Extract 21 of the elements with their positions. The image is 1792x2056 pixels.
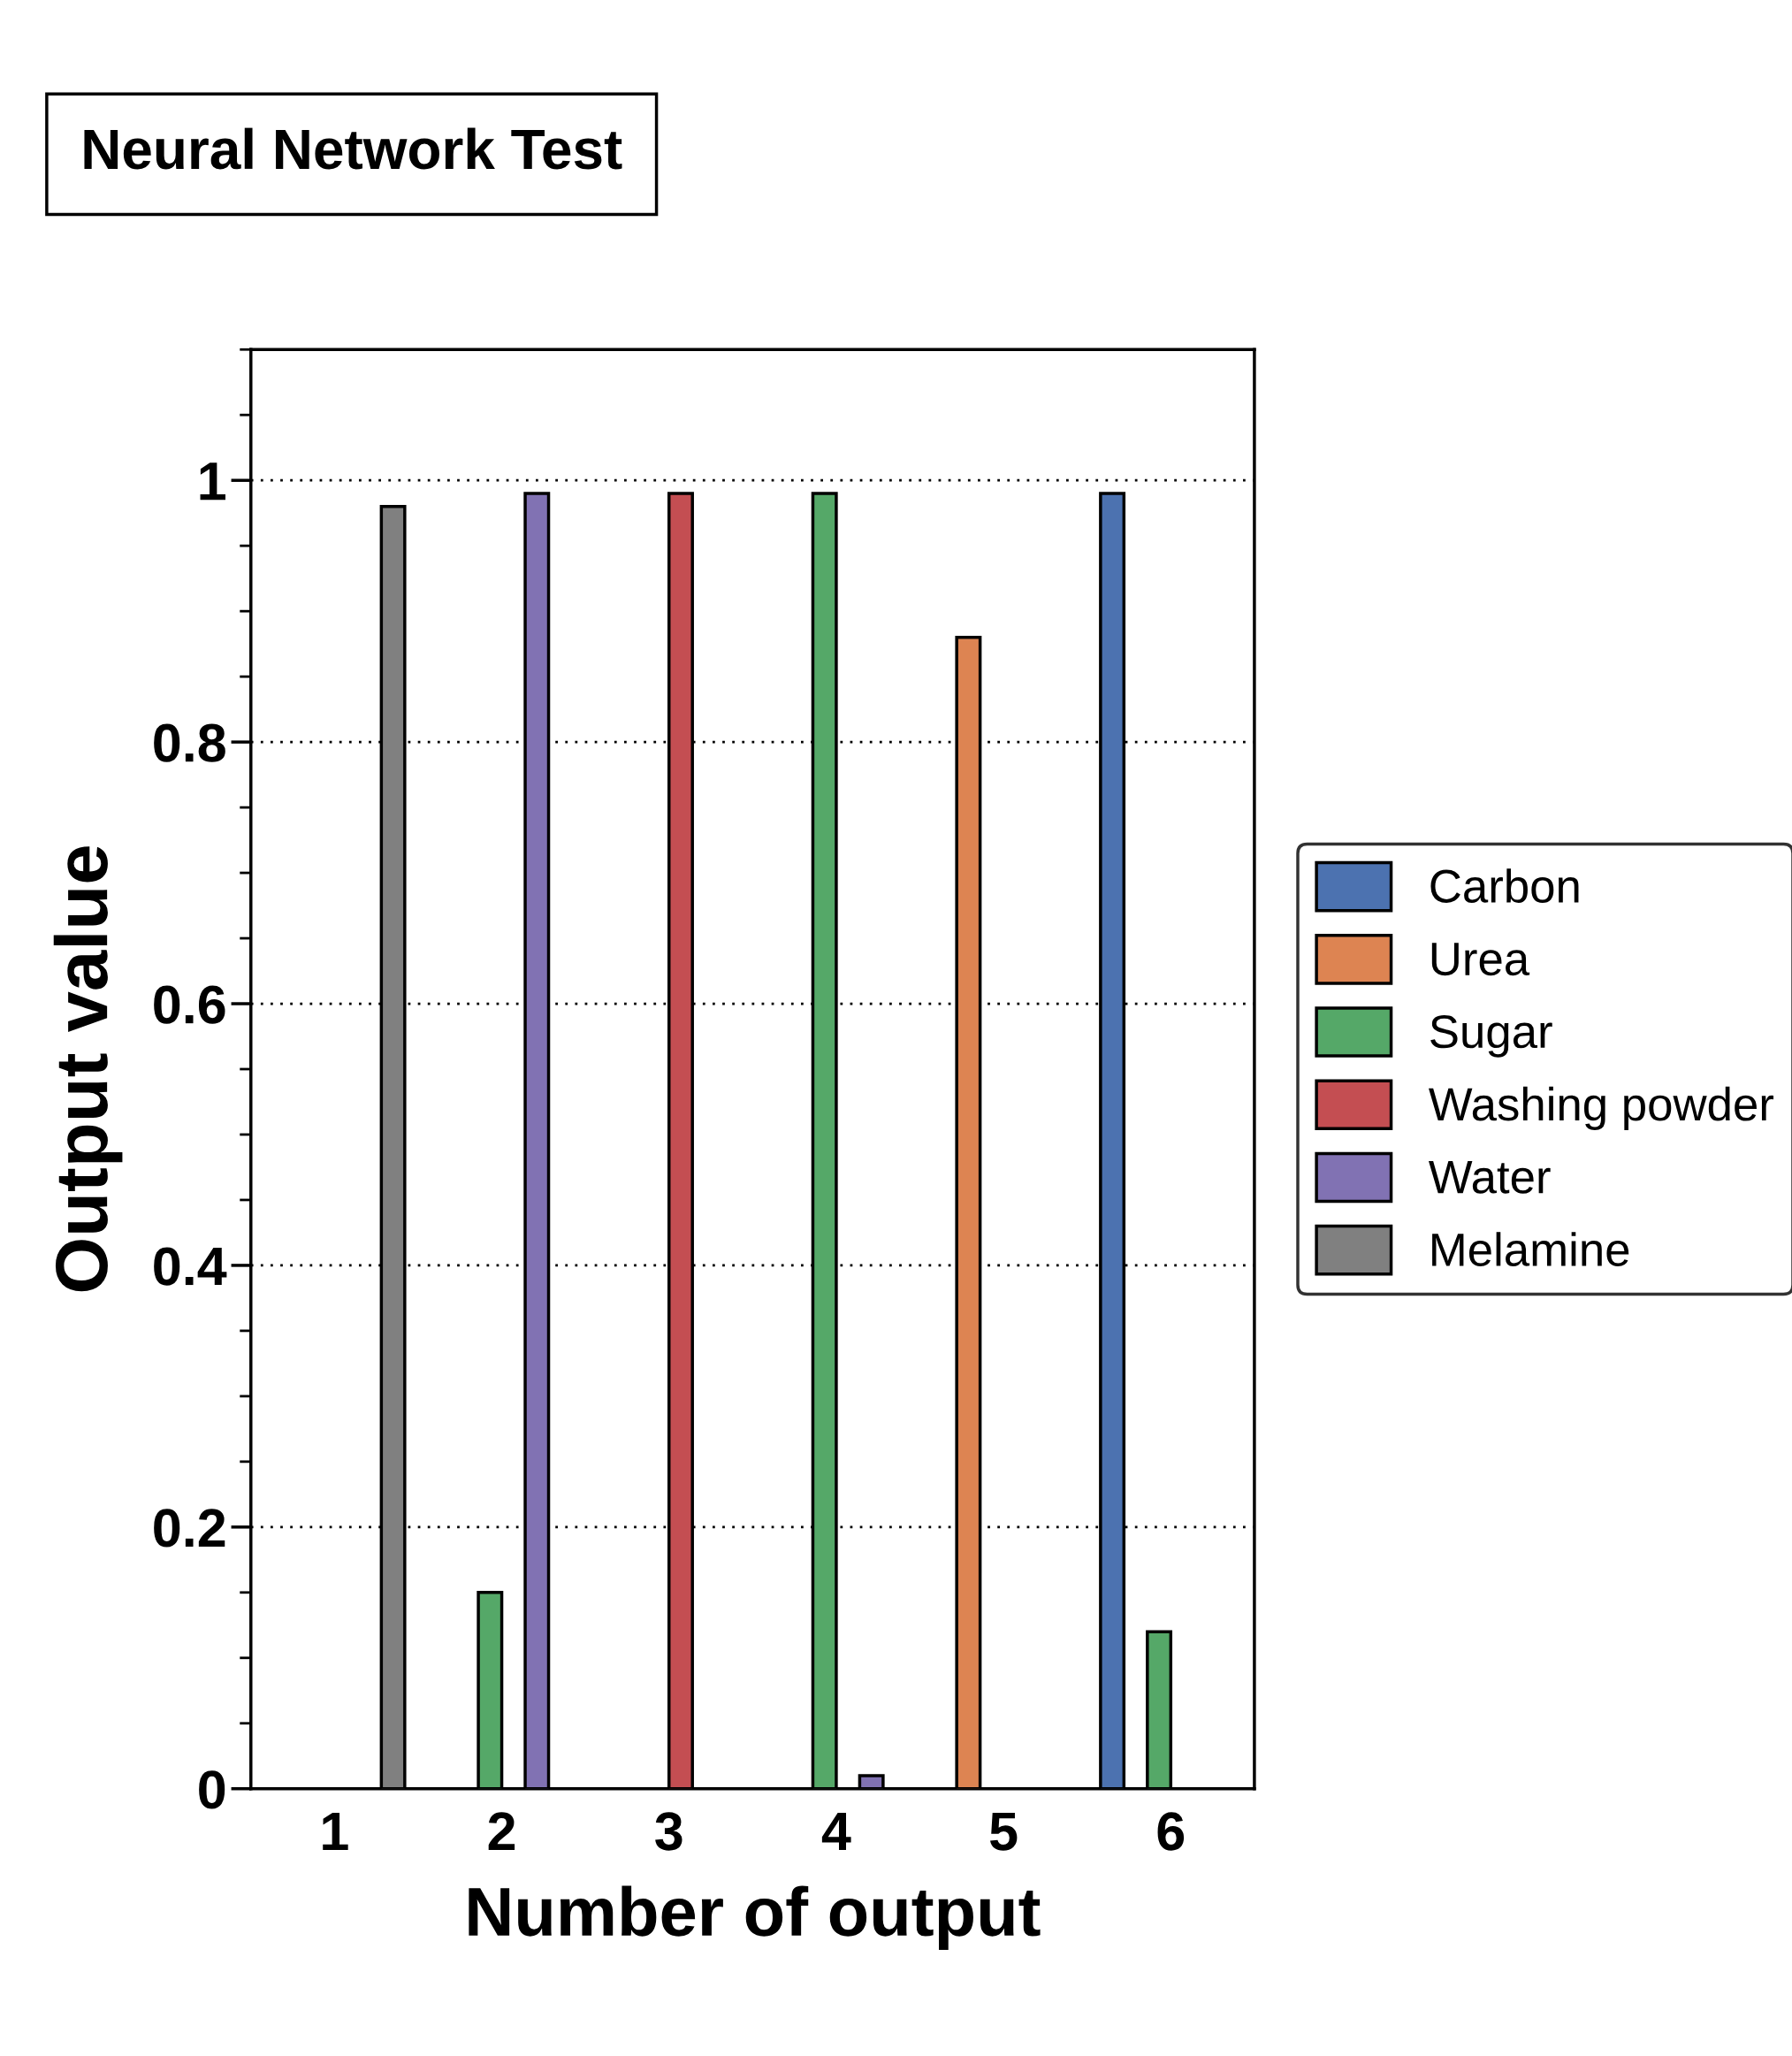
y-tick-label: 0 [199, 1770, 225, 1809]
legend-label: Carbon [1430, 868, 1579, 903]
legend-label: Melamine [1432, 1232, 1629, 1266]
x-tick-label: 5 [990, 1812, 1018, 1851]
x-tick-label: 1 [323, 1812, 348, 1851]
x-tick-label: 3 [655, 1812, 682, 1851]
y-tick-label: 1 [200, 462, 225, 501]
y-axis-title: Output value [53, 846, 123, 1292]
legend-label: Urea [1431, 943, 1530, 976]
y-tick-label: 0.8 [154, 723, 225, 762]
y-tick-label: 0.2 [154, 1509, 225, 1548]
x-tick-label: 4 [821, 1812, 851, 1851]
y-tick-label: 0.6 [154, 985, 225, 1024]
x-tick-label: 6 [1157, 1812, 1185, 1851]
y-tick-label: 0.4 [154, 1247, 227, 1286]
legend-label: Sugar [1430, 1015, 1552, 1058]
chart-title: Neural Network Test [84, 127, 622, 170]
legend-label: Water [1429, 1160, 1551, 1194]
legend-label: Washing powder [1429, 1086, 1774, 1131]
x-tick-label: 2 [488, 1812, 515, 1851]
x-axis-title: Number of output [469, 1885, 1041, 1950]
